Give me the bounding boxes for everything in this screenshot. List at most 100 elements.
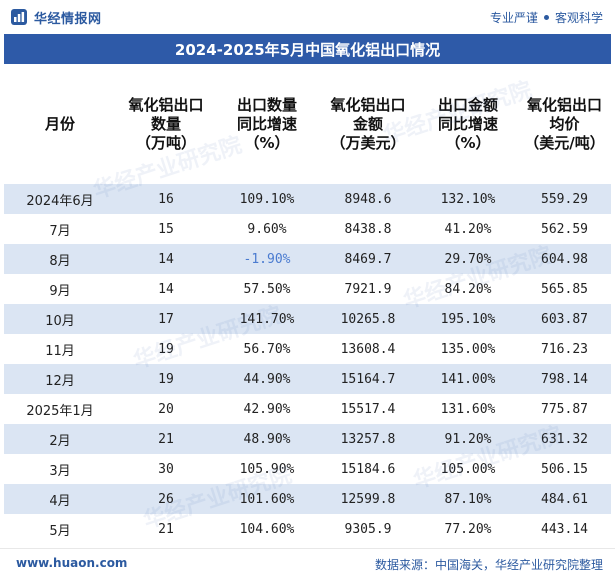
cell-quantity-yoy: 48.90% [243, 431, 291, 447]
cell-amount: 8948.6 [344, 191, 392, 207]
cell-month: 2月 [49, 433, 71, 449]
cell-amount-yoy: 195.10% [440, 311, 496, 327]
cell-quantity: 14 [158, 251, 174, 267]
cell-amount-yoy: 29.70% [444, 251, 492, 267]
column-header-amount-yoy: 出口金额 同比增速 （%） [437, 95, 498, 152]
cell-quantity-yoy: 57.50% [243, 281, 291, 297]
slogan: 专业严谨 客观科学 [490, 9, 603, 26]
cell-amount-yoy: 87.10% [444, 491, 492, 507]
table-header: 月份 氧化铝出口 数量 （万吨） 出口数量 同比增速 （%） 氧化铝出口 金额 … [4, 64, 611, 184]
cell-quantity-yoy: -1.90% [243, 251, 291, 267]
cell-quantity: 14 [158, 281, 174, 297]
slogan-left: 专业严谨 [489, 11, 538, 25]
cell-quantity: 16 [158, 191, 174, 207]
cell-month: 7月 [49, 223, 71, 239]
table-row: 11月 19 56.70% 13608.4 135.00% 716.23 [4, 334, 611, 364]
cell-quantity: 15 [158, 221, 174, 237]
cell-quantity: 19 [158, 371, 174, 387]
table-row: 3月 30 105.90% 15184.6 105.00% 506.15 [4, 454, 611, 484]
cell-month: 5月 [49, 523, 71, 539]
cell-amount: 13608.4 [340, 341, 396, 357]
cell-price: 562.59 [541, 221, 588, 237]
cell-amount-yoy: 84.20% [444, 281, 492, 297]
cell-amount-yoy: 41.20% [444, 221, 492, 237]
brand: 华经情报网 [10, 7, 102, 27]
cell-amount: 15517.4 [340, 401, 396, 417]
cell-price: 603.87 [541, 311, 588, 327]
cell-month: 3月 [49, 463, 71, 479]
footer: www.huaon.com 数据来源：中国海关，华经产业研究院整理 [0, 548, 615, 581]
cell-amount: 15184.6 [340, 461, 396, 477]
table-row: 12月 19 44.90% 15164.7 141.00% 798.14 [4, 364, 611, 394]
dot-separator-icon [543, 15, 549, 20]
table-row: 8月 14 -1.90% 8469.7 29.70% 604.98 [4, 244, 611, 274]
cell-amount-yoy: 141.00% [440, 371, 496, 387]
table-row: 5月 21 104.60% 9305.9 77.20% 443.14 [4, 514, 611, 544]
cell-price: 565.85 [541, 281, 588, 297]
cell-quantity: 21 [158, 521, 174, 537]
cell-amount: 8438.8 [344, 221, 392, 237]
table-row: 2024年6月 16 109.10% 8948.6 132.10% 559.29 [4, 184, 611, 214]
cell-amount: 8469.7 [344, 251, 392, 267]
table-row: 10月 17 141.70% 10265.8 195.10% 603.87 [4, 304, 611, 334]
cell-month: 9月 [49, 283, 71, 299]
cell-month: 2025年1月 [26, 403, 94, 419]
cell-month: 10月 [45, 313, 75, 329]
table-body: 2024年6月 16 109.10% 8948.6 132.10% 559.29 7月 15 9… [4, 184, 611, 544]
table-title: 2024-2025年5月中国氧化铝出口情况 [4, 34, 611, 64]
cell-price: 604.98 [541, 251, 588, 267]
footer-url: www.huaon.com [16, 556, 128, 570]
cell-amount-yoy: 135.00% [440, 341, 496, 357]
column-header-price: 氧化铝出口 均价 （美元/吨） [524, 95, 605, 152]
column-header-quantity: 氧化铝出口 数量 （万吨） [128, 95, 204, 152]
cell-quantity: 26 [158, 491, 174, 507]
cell-quantity: 19 [158, 341, 174, 357]
cell-month: 11月 [45, 343, 75, 359]
cell-price: 798.14 [541, 371, 588, 387]
cell-amount: 10265.8 [340, 311, 396, 327]
cell-quantity-yoy: 101.60% [239, 491, 295, 507]
cell-amount: 9305.9 [344, 521, 392, 537]
cell-month: 4月 [49, 493, 71, 509]
cell-quantity: 20 [158, 401, 174, 417]
table-row: 2月 21 48.90% 13257.8 91.20% 631.32 [4, 424, 611, 454]
cell-quantity-yoy: 105.90% [239, 461, 295, 477]
cell-quantity-yoy: 109.10% [239, 191, 295, 207]
cell-amount-yoy: 105.00% [440, 461, 496, 477]
table-row: 2025年1月 20 42.90% 15517.4 131.60% 775.87 [4, 394, 611, 424]
column-header-month: 月份 [44, 114, 75, 133]
cell-amount-yoy: 77.20% [444, 521, 492, 537]
cell-price: 559.29 [541, 191, 588, 207]
cell-month: 8月 [49, 253, 71, 269]
cell-quantity: 30 [158, 461, 174, 477]
cell-quantity-yoy: 141.70% [239, 311, 295, 327]
table-row: 9月 14 57.50% 7921.9 84.20% 565.85 [4, 274, 611, 304]
cell-quantity-yoy: 42.90% [243, 401, 291, 417]
cell-amount: 12599.8 [340, 491, 396, 507]
column-header-amount: 氧化铝出口 金额 （万美元） [330, 95, 406, 152]
cell-price: 716.23 [541, 341, 588, 357]
cell-price: 484.61 [541, 491, 588, 507]
data-source: 数据来源：中国海关，华经产业研究院整理 [374, 558, 603, 572]
table-row: 7月 15 9.60% 8438.8 41.20% 562.59 [4, 214, 611, 244]
cell-quantity-yoy: 9.60% [247, 221, 287, 237]
cell-amount-yoy: 132.10% [440, 191, 496, 207]
cell-amount: 13257.8 [340, 431, 396, 447]
huajing-logo-icon [11, 9, 27, 25]
cell-price: 775.87 [541, 401, 588, 417]
cell-quantity: 21 [158, 431, 174, 447]
cell-month: 2024年6月 [26, 193, 94, 209]
cell-amount-yoy: 91.20% [444, 431, 492, 447]
slogan-right: 客观科学 [554, 11, 603, 25]
brand-name: 华经情报网 [34, 11, 102, 27]
cell-amount: 7921.9 [344, 281, 392, 297]
cell-amount-yoy: 131.60% [440, 401, 496, 417]
cell-quantity: 17 [158, 311, 174, 327]
cell-price: 506.15 [541, 461, 588, 477]
cell-price: 631.32 [541, 431, 588, 447]
cell-amount: 15164.7 [340, 371, 396, 387]
top-bar: 华经情报网 专业严谨 客观科学 [0, 0, 615, 34]
column-header-quantity-yoy: 出口数量 同比增速 （%） [236, 95, 297, 152]
cell-quantity-yoy: 44.90% [243, 371, 291, 387]
table-row: 4月 26 101.60% 12599.8 87.10% 484.61 [4, 484, 611, 514]
